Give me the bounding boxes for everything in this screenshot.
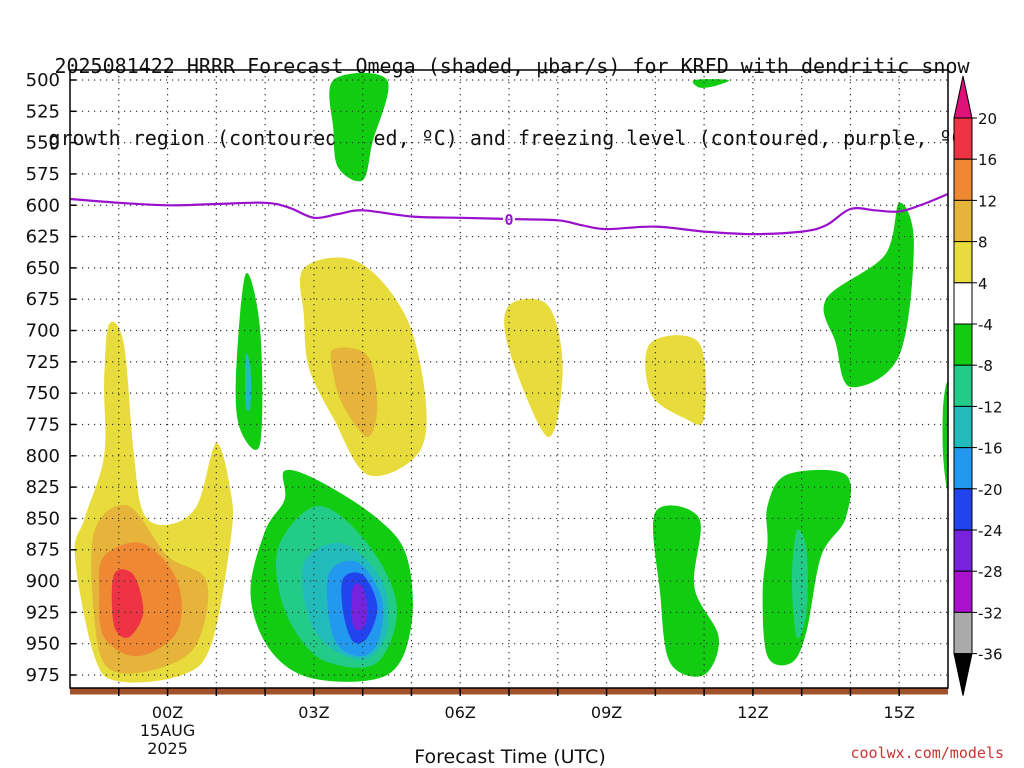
omega-region-17 bbox=[351, 583, 368, 631]
colorbar-band bbox=[953, 364, 973, 407]
colorbar-label: 20 bbox=[978, 110, 997, 128]
colorbar-label: 8 bbox=[978, 234, 988, 252]
colorbar-band bbox=[953, 447, 973, 490]
y-tick-label: 600 bbox=[26, 195, 60, 216]
axes: 500 525 550 575 600 625 650 675 700 725 750 775 800 8… bbox=[26, 69, 949, 758]
omega-region-0 bbox=[329, 72, 389, 182]
colorbar-band bbox=[953, 282, 973, 325]
omega-region-1 bbox=[692, 79, 730, 88]
colorbar-band bbox=[953, 405, 973, 449]
x-tick-label: 03Z bbox=[298, 703, 329, 722]
colorbar-label: 12 bbox=[978, 192, 997, 210]
colorbar-label: -32 bbox=[978, 604, 1003, 622]
colorbar-label: -8 bbox=[978, 357, 993, 375]
colorbar-label: -12 bbox=[978, 398, 1003, 416]
y-tick-label: 675 bbox=[26, 289, 60, 310]
x-tick-label: 06Z bbox=[445, 703, 476, 722]
omega-region-21 bbox=[823, 202, 914, 388]
y-tick-label: 850 bbox=[26, 508, 60, 529]
y-tick-label: 650 bbox=[26, 258, 60, 279]
x-tick-label: 12Z bbox=[737, 703, 768, 722]
omega-region-4 bbox=[504, 298, 563, 438]
x-tick-label: 09Z bbox=[591, 703, 622, 722]
colorbar-over-triangle bbox=[953, 75, 973, 119]
y-tick-label: 825 bbox=[26, 477, 60, 498]
grid-lines bbox=[70, 70, 948, 688]
omega-shaded-regions bbox=[74, 72, 948, 683]
x-tick-sublabel: 15AUG bbox=[140, 721, 195, 740]
watermark: coolwx.com/models bbox=[850, 744, 1004, 762]
omega-region-3 bbox=[330, 347, 378, 437]
y-tick-label: 750 bbox=[26, 383, 60, 404]
colorbar-label: -16 bbox=[978, 440, 1003, 458]
colorbar-label: -28 bbox=[978, 563, 1003, 581]
colorbar-band bbox=[953, 158, 973, 201]
colorbar: 20 16 12 8 4 -4 -8 -12 -16 -20 -24 -28 -32 -36 bbox=[953, 75, 1003, 696]
colorbar-label: -36 bbox=[978, 646, 1003, 664]
omega-region-22 bbox=[942, 382, 948, 490]
x-tick-label: 15Z bbox=[884, 703, 915, 722]
chart-title-line1: 2025081422 HRRR Forecast Omega (shaded, … bbox=[54, 54, 970, 78]
y-tick-label: 625 bbox=[26, 227, 60, 248]
freezing-level-label: 0 bbox=[504, 211, 513, 229]
omega-region-5 bbox=[645, 335, 707, 425]
colorbar-band bbox=[953, 323, 973, 366]
y-tick-label: 800 bbox=[26, 446, 60, 467]
colorbar-label: -24 bbox=[978, 522, 1003, 540]
colorbar-label: -20 bbox=[978, 481, 1003, 499]
x-tick-label: 00Z bbox=[152, 703, 183, 722]
y-tick-label: 550 bbox=[26, 133, 60, 154]
x-tick-sublabel: 2025 bbox=[147, 739, 188, 758]
omega-region-7 bbox=[245, 353, 252, 412]
colorbar-under-triangle bbox=[953, 653, 973, 696]
colorbar-band bbox=[953, 611, 973, 655]
omega-region-11 bbox=[111, 569, 144, 638]
y-tick-label: 700 bbox=[26, 321, 60, 342]
freezing-level-label-bg bbox=[503, 211, 515, 228]
colorbar-band bbox=[953, 488, 973, 531]
colorbar-band bbox=[953, 570, 973, 613]
y-tick-label: 775 bbox=[26, 414, 60, 435]
colorbar-band bbox=[953, 241, 973, 284]
omega-region-18 bbox=[652, 505, 719, 677]
y-tick-label: 900 bbox=[26, 571, 60, 592]
y-tick-label: 500 bbox=[26, 70, 60, 91]
y-tick-label: 875 bbox=[26, 540, 60, 561]
y-tick-label: 525 bbox=[26, 101, 60, 122]
x-axis-label: Forecast Time (UTC) bbox=[414, 746, 606, 768]
colorbar-label: -4 bbox=[978, 316, 993, 334]
colorbar-band bbox=[953, 529, 973, 572]
chart-title-line2: growth region (contoured, red, ºC) and f… bbox=[48, 126, 976, 150]
y-tick-label: 925 bbox=[26, 602, 60, 623]
freezing-level-line bbox=[69, 192, 949, 236]
y-tick-label: 575 bbox=[26, 164, 60, 185]
y-tick-label: 975 bbox=[26, 665, 60, 686]
y-tick-label: 950 bbox=[26, 634, 60, 655]
y-tick-label: 725 bbox=[26, 352, 60, 373]
colorbar-band bbox=[953, 117, 973, 160]
colorbar-label: 16 bbox=[978, 151, 997, 169]
colorbar-label: 4 bbox=[978, 275, 988, 293]
freezing-level-layer: 0 bbox=[69, 192, 949, 236]
colorbar-band bbox=[953, 199, 973, 243]
omega-region-20 bbox=[791, 529, 808, 639]
